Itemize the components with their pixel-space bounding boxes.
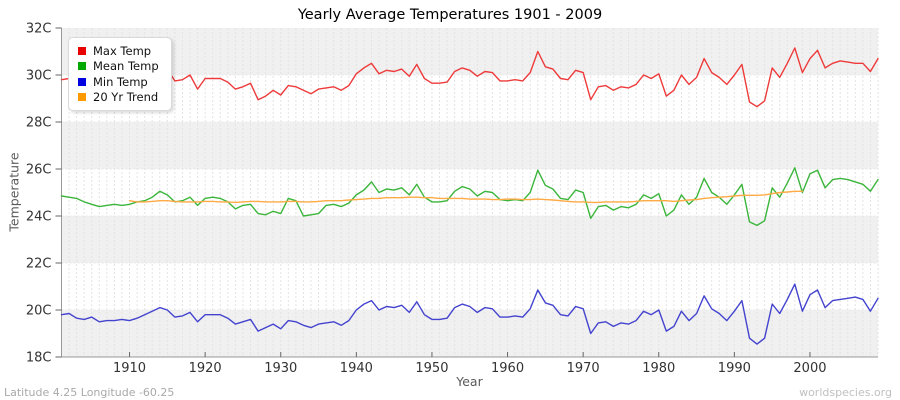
y-tick-label: 30C — [26, 69, 52, 84]
y-axis-ticks: 32C 30C 28C 26C 24C 22C 20C 18C — [26, 22, 62, 366]
y-tick-label: 24C — [26, 210, 52, 225]
x-axis-ticks: 1910 1920 1930 1940 1950 1960 1970 1980 1990 2000 — [113, 352, 827, 376]
legend-swatch-20-yr-trend — [78, 93, 86, 102]
axes — [61, 28, 878, 358]
x-tick-label: 1910 — [113, 361, 146, 376]
legend-swatch-mean-temp — [78, 62, 86, 71]
legend-label-min-temp: Min Temp — [93, 74, 148, 89]
legend-item-20-yr-trend: 20 Yr Trend — [78, 90, 159, 106]
y-tick-label: 20C — [26, 304, 52, 319]
temperature-gridlines — [61, 74, 878, 311]
y-tick-label: 26C — [26, 163, 52, 178]
chart-title: Yearly Average Temperatures 1901 - 2009 — [297, 7, 603, 23]
legend-label-mean-temp: Mean Temp — [93, 59, 159, 74]
legend-item-mean-temp: Mean Temp — [78, 59, 159, 75]
series-line-min-temp — [60, 283, 879, 345]
legend-item-max-temp: Max Temp — [78, 43, 159, 59]
watermark: worldspecies.org — [799, 386, 892, 399]
year-gridlines — [68, 28, 879, 357]
legend-swatch-min-temp — [78, 77, 86, 86]
series-line-mean-temp — [60, 167, 879, 227]
x-tick-label: 1960 — [491, 361, 524, 376]
x-tick-label: 1950 — [415, 361, 448, 376]
legend-label-max-temp: Max Temp — [93, 43, 152, 58]
x-tick-label: 1930 — [264, 361, 297, 376]
coordinates-label: Latitude 4.25 Longitude -60.25 — [4, 386, 175, 399]
y-tick-label: 32C — [26, 22, 52, 37]
series-line-max-temp — [60, 47, 879, 108]
legend-item-min-temp: Min Temp — [78, 74, 159, 90]
y-tick-label: 28C — [26, 116, 52, 131]
x-tick-label: 1970 — [567, 361, 600, 376]
x-tick-label: 1990 — [718, 361, 751, 376]
x-tick-label: 1980 — [642, 361, 675, 376]
y-tick-label: 22C — [26, 257, 52, 272]
legend: Max Temp Mean Temp Min Temp 20 Yr Trend — [68, 37, 172, 111]
legend-label-20-yr-trend: 20 Yr Trend — [93, 90, 159, 105]
x-tick-label: 2000 — [793, 361, 826, 376]
legend-swatch-max-temp — [78, 46, 86, 55]
series-line-20-yr-trend — [128, 190, 804, 204]
x-axis-title: Year — [456, 374, 483, 389]
y-axis-title: Temperature — [6, 152, 22, 232]
x-tick-label: 1920 — [189, 361, 222, 376]
x-tick-label: 1940 — [340, 361, 373, 376]
y-tick-label: 18C — [26, 351, 52, 366]
